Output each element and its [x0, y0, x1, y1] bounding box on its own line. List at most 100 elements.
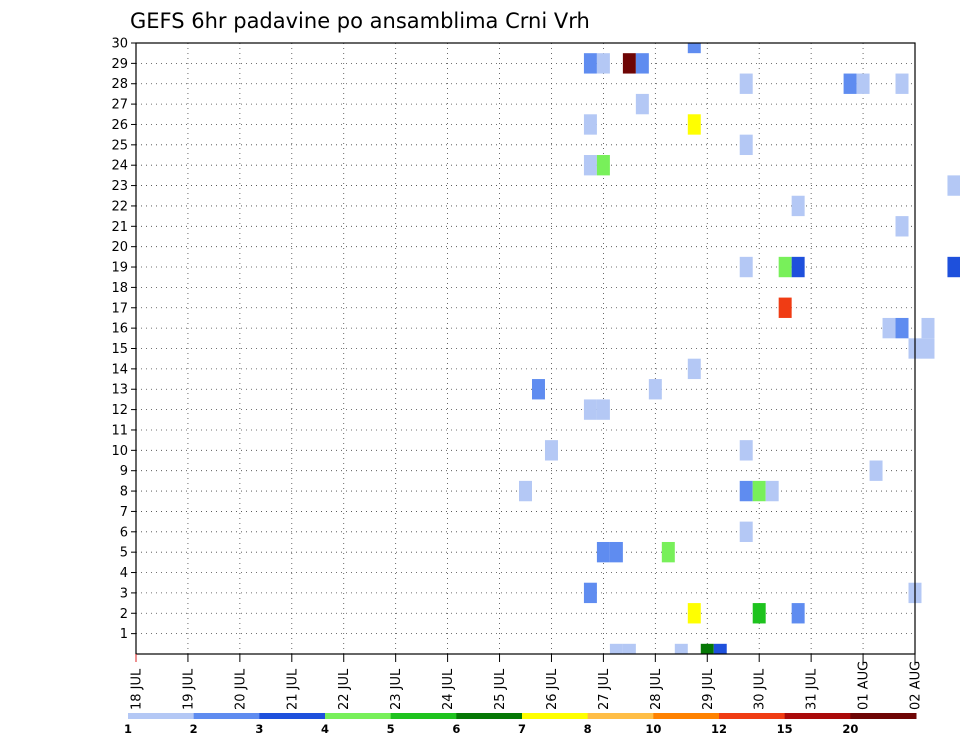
- colorbar-label: 2: [190, 722, 198, 736]
- precip-cell: [609, 643, 623, 654]
- x-tick-label: 19 JUL: [181, 668, 196, 710]
- colorbar-label: 1: [124, 722, 132, 736]
- colorbar-label: 5: [387, 722, 395, 736]
- colorbar-swatch: [587, 713, 654, 719]
- y-tick-label: 7: [120, 505, 128, 520]
- colorbar: 1 2 3 4 5 6 7 8 10 12 15 20: [124, 713, 917, 736]
- colorbar-swatch: [522, 713, 589, 719]
- y-tick-label: 12: [111, 403, 128, 418]
- colorbar-swatch: [456, 713, 523, 719]
- precip-cell: [622, 643, 636, 654]
- y-tick-label: 4: [120, 566, 128, 581]
- precip-cell: [752, 480, 766, 502]
- colorbar-swatch: [784, 713, 851, 719]
- y-tick-label: 9: [120, 464, 128, 479]
- colorbar-swatch: [193, 713, 260, 719]
- precip-cell: [583, 582, 597, 604]
- y-tick-label: 21: [111, 220, 128, 235]
- precip-cell: [687, 358, 701, 380]
- x-tick-label: 28 JUL: [649, 668, 664, 710]
- x-tick-label: 26 JUL: [545, 668, 560, 710]
- precip-cell: [661, 541, 675, 563]
- precip-cell: [921, 338, 935, 359]
- y-tick-label: 16: [111, 322, 128, 337]
- precip-cell: [583, 155, 597, 176]
- x-tick-label: 21 JUL: [285, 668, 300, 710]
- precip-cell: [739, 440, 753, 461]
- precip-cell: [882, 317, 896, 339]
- precip-cell: [622, 53, 636, 74]
- y-tick-label: 3: [120, 586, 128, 601]
- y-tick-label: 30: [111, 37, 128, 52]
- x-tick-label: 27 JUL: [597, 668, 612, 710]
- precip-cell: [739, 480, 753, 502]
- x-tick-label: 23 JUL: [389, 668, 404, 710]
- y-tick-label: 15: [111, 342, 128, 357]
- x-tick-label: 25 JUL: [493, 668, 508, 710]
- precip-cell: [869, 460, 883, 481]
- y-tick-label: 2: [120, 607, 128, 622]
- colorbar-label: 15: [777, 722, 793, 736]
- x-tick-label: 01 AUG: [857, 661, 872, 710]
- precip-cell: [843, 73, 857, 94]
- colorbar-swatch: [128, 713, 195, 719]
- precip-cell: [674, 643, 688, 654]
- y-tick-label: 19: [111, 261, 128, 276]
- y-tick-label: 10: [111, 444, 128, 459]
- precip-cell: [921, 317, 935, 339]
- data-cells: [519, 43, 960, 654]
- precip-cell: [687, 43, 701, 54]
- y-tick-label: 5: [120, 546, 128, 561]
- precip-cell: [895, 317, 909, 339]
- precip-cell: [765, 480, 779, 502]
- precip-cell: [687, 603, 701, 624]
- colorbar-swatch: [259, 713, 326, 719]
- precip-cell: [700, 643, 714, 654]
- precip-cell: [635, 53, 649, 74]
- y-tick-label: 13: [111, 383, 128, 398]
- colorbar-label: 8: [584, 722, 592, 736]
- x-tick-label: 29 JUL: [701, 668, 716, 710]
- precip-cell: [739, 256, 753, 278]
- y-tick-label: 8: [120, 485, 128, 500]
- colorbar-swatch: [390, 713, 457, 719]
- precip-cell: [778, 297, 792, 318]
- y-tick-label: 22: [111, 199, 128, 214]
- precip-cell: [609, 541, 623, 563]
- y-axis: 1234567891011121314151617181920212223242…: [111, 37, 136, 642]
- precip-cell: [947, 175, 960, 196]
- precip-cell: [713, 643, 727, 654]
- grid: [135, 42, 916, 654]
- precip-cell: [791, 256, 805, 278]
- y-tick-label: 18: [111, 281, 128, 296]
- y-tick-label: 29: [111, 57, 128, 72]
- colorbar-label: 3: [255, 722, 263, 736]
- colorbar-swatch: [719, 713, 786, 719]
- precip-cell: [648, 379, 662, 400]
- precip-cell: [739, 73, 753, 94]
- colorbar-label: 10: [645, 722, 661, 736]
- plot-frame: [135, 42, 916, 655]
- y-tick-label: 28: [111, 77, 128, 92]
- x-tick-label: 22 JUL: [337, 668, 352, 710]
- x-tick-label: 02 AUG: [909, 661, 924, 710]
- precip-cell: [583, 399, 597, 420]
- precip-cell: [856, 73, 870, 94]
- colorbar-swatch: [325, 713, 392, 719]
- colorbar-label: 6: [452, 722, 460, 736]
- x-tick-label: 30 JUL: [753, 668, 768, 710]
- colorbar-swatch: [653, 713, 720, 719]
- precip-cell: [739, 134, 753, 156]
- y-tick-label: 1: [120, 627, 128, 642]
- precip-cell: [596, 155, 610, 176]
- precip-cell: [895, 216, 909, 237]
- chart-title: GEFS 6hr padavine po ansamblima Crni Vrh: [130, 9, 590, 33]
- y-tick-label: 25: [111, 138, 128, 153]
- precip-cell: [791, 195, 805, 217]
- colorbar-label: 7: [518, 722, 526, 736]
- precip-cell: [596, 399, 610, 420]
- x-tick-label: 18 JUL: [130, 668, 145, 710]
- precip-cell: [947, 256, 960, 278]
- y-tick-label: 14: [111, 362, 128, 377]
